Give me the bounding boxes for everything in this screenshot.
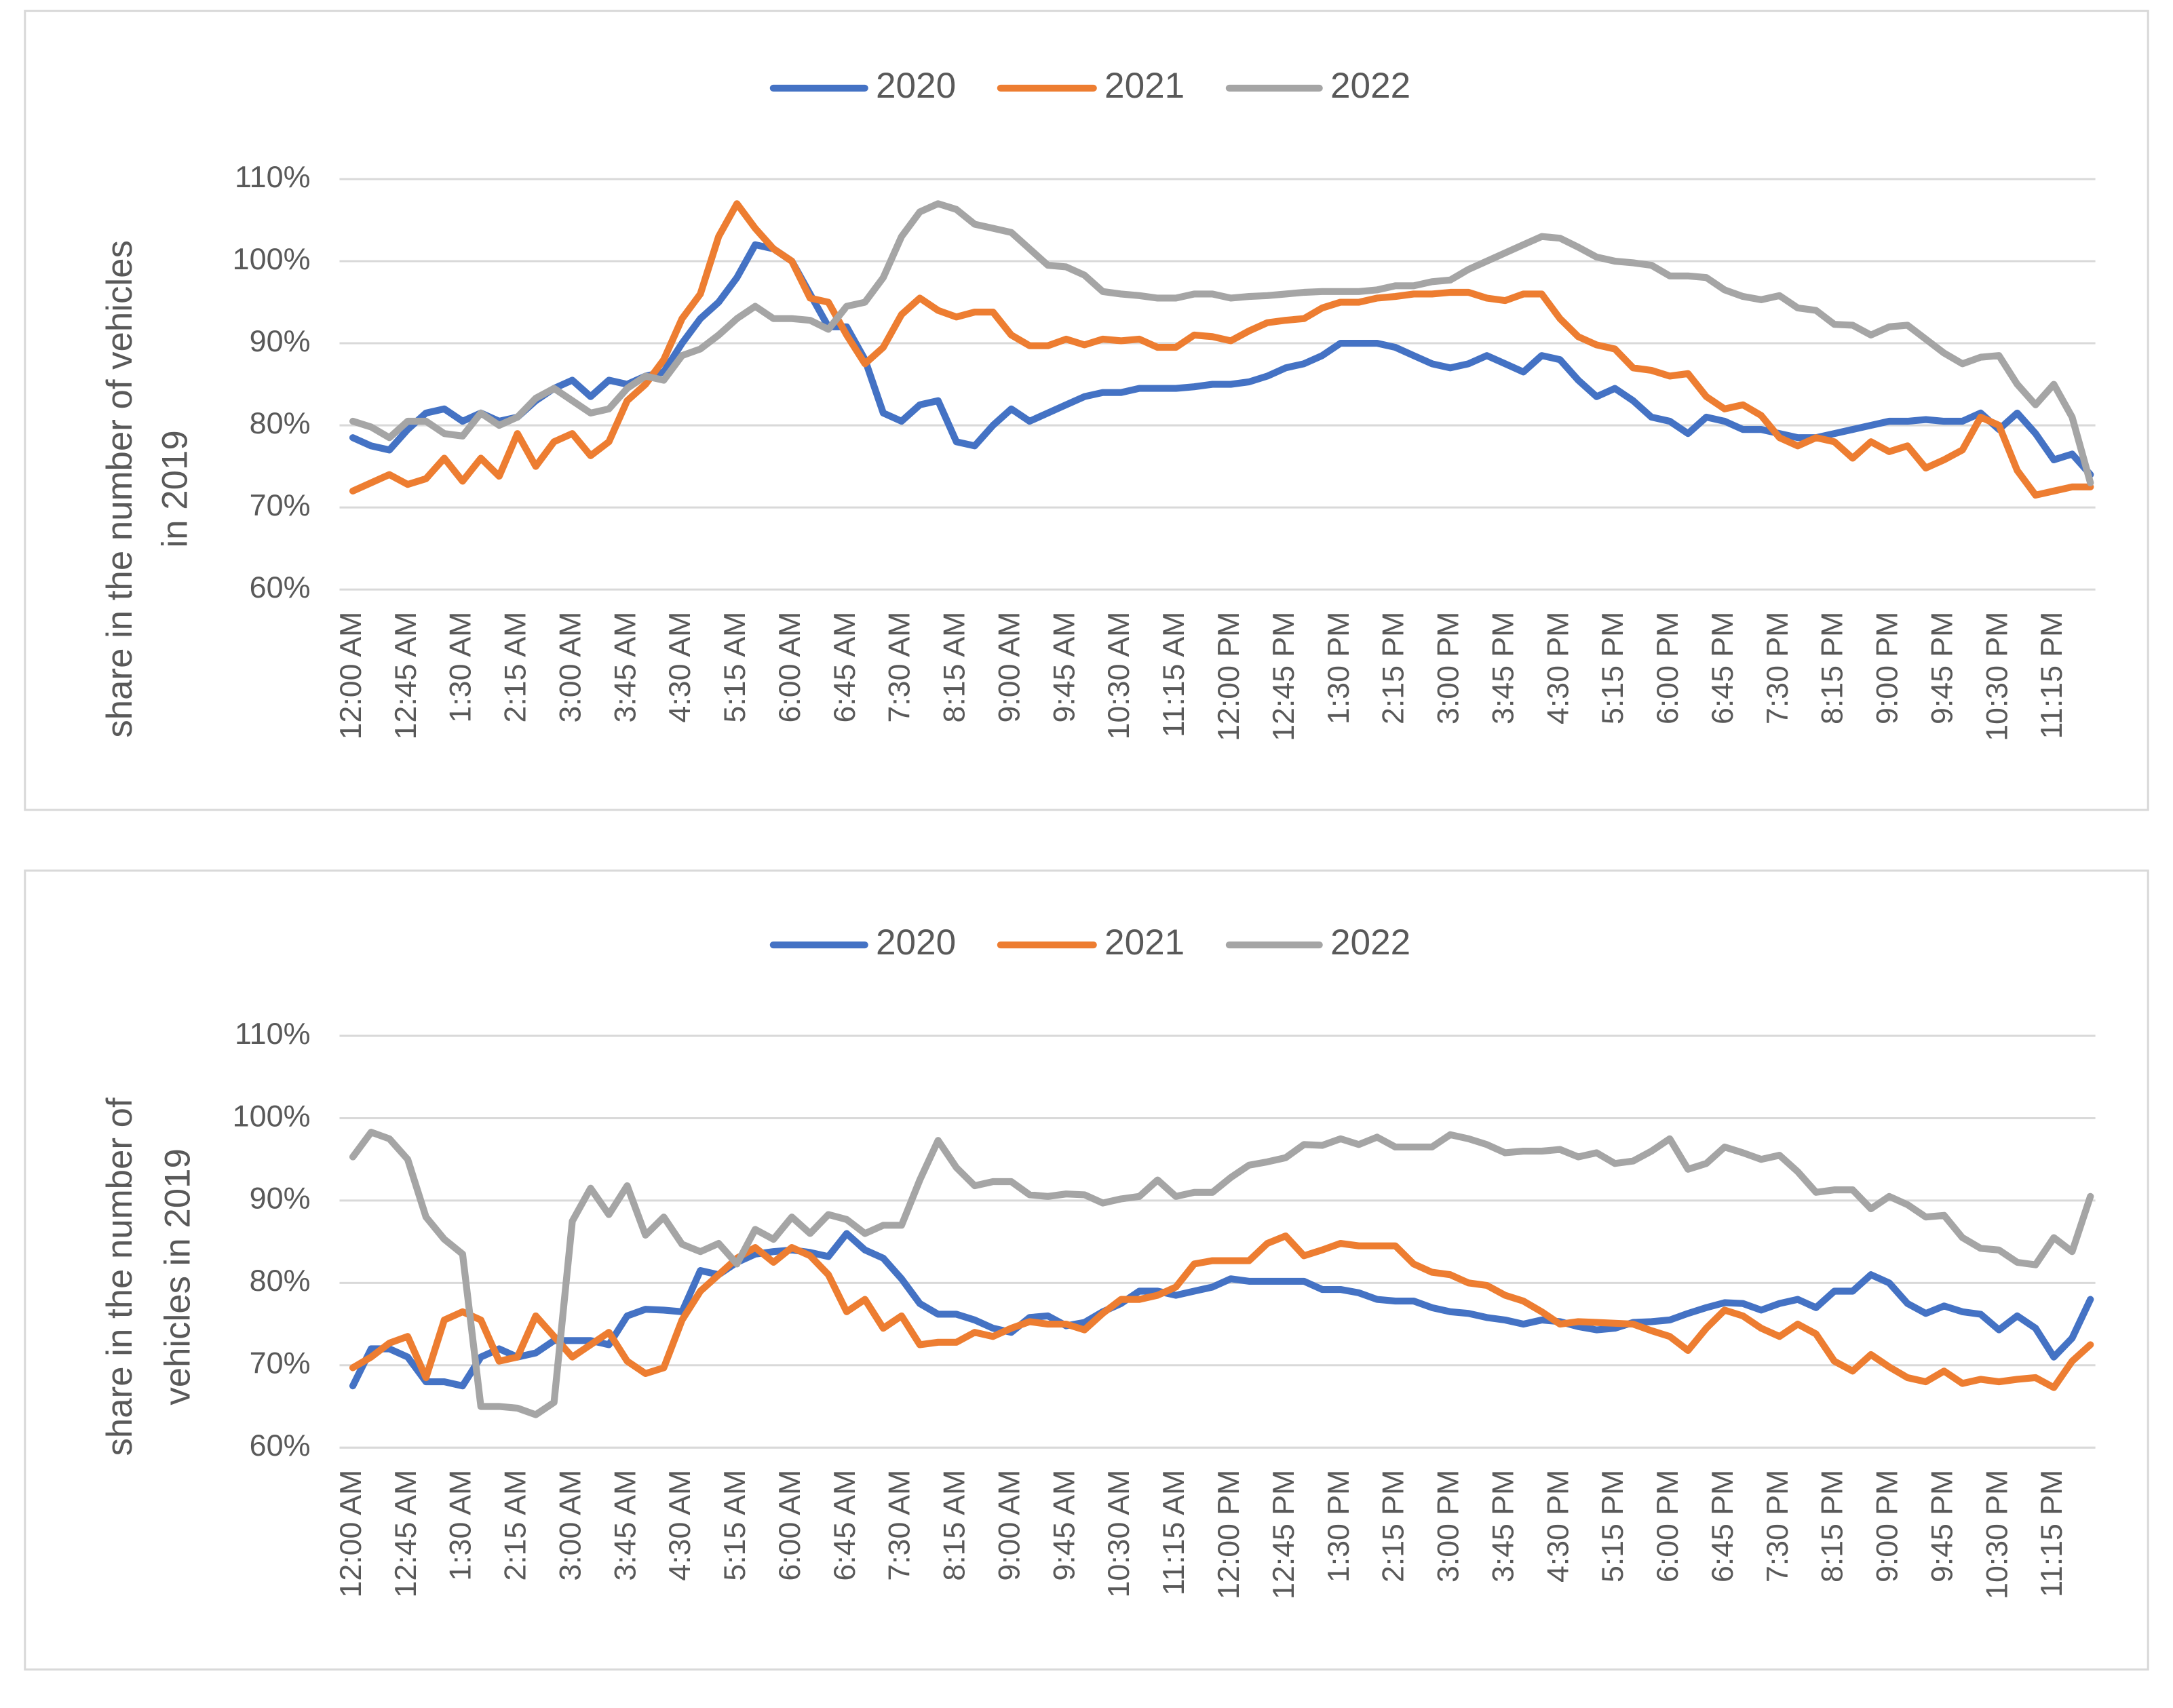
y-tick-label: 70%: [250, 1346, 311, 1380]
x-tick-label: 5:15 AM: [718, 1470, 752, 1581]
y-tick-label: 100%: [233, 1099, 311, 1133]
legend-label: 2022: [1330, 66, 1410, 106]
x-tick-label: 3:45 AM: [608, 612, 642, 723]
x-tick-label: 10:30 PM: [1980, 612, 2014, 741]
y-tick-label: 80%: [250, 406, 311, 440]
x-tick-label: 10:30 AM: [1102, 1470, 1136, 1598]
series-line: [349, 1129, 2094, 1418]
y-tick-label: 110%: [235, 1017, 311, 1051]
x-tick-label: 6:00 PM: [1651, 612, 1685, 724]
x-tick-label: 9:45 AM: [1047, 612, 1081, 723]
y-tick-label: 60%: [250, 570, 311, 604]
x-tick-label: 3:00 AM: [553, 1470, 587, 1581]
x-tick-label: 3:00 PM: [1431, 1470, 1465, 1583]
x-tick-label: 3:45 PM: [1486, 1470, 1520, 1583]
x-tick-label: 12:00 PM: [1212, 1470, 1246, 1599]
x-tick-label: 11:15 AM: [1157, 612, 1191, 737]
x-tick-label: 11:15 AM: [1157, 1470, 1191, 1595]
x-tick-label: 8:15 PM: [1815, 612, 1849, 724]
x-tick-label: 1:30 AM: [444, 612, 478, 723]
y-axis-title: vehicles in 2019: [157, 1148, 197, 1405]
x-tick-label: 9:45 AM: [1047, 1470, 1081, 1581]
x-tick-label: 5:15 PM: [1596, 612, 1630, 724]
series-line: [349, 1233, 2094, 1391]
y-axis-title: share in the number of: [100, 1098, 140, 1456]
y-axis-title: in 2019: [155, 430, 195, 547]
y-tick-label: 60%: [250, 1429, 311, 1462]
x-tick-label: 1:30 PM: [1322, 1470, 1355, 1583]
x-tick-label: 6:45 AM: [828, 1470, 862, 1581]
y-tick-label: 100%: [233, 242, 311, 276]
x-tick-label: 12:45 AM: [389, 1470, 423, 1598]
series-line: [349, 200, 2094, 499]
y-tick-label: 90%: [250, 324, 311, 358]
x-tick-label: 9:00 PM: [1870, 612, 1904, 724]
x-tick-label: 2:15 PM: [1377, 1470, 1410, 1583]
x-tick-label: 12:45 PM: [1267, 612, 1301, 741]
x-tick-label: 12:45 AM: [389, 612, 423, 740]
x-tick-label: 7:30 AM: [883, 1470, 917, 1581]
x-tick-label: 6:45 PM: [1706, 612, 1739, 724]
x-tick-label: 5:15 PM: [1596, 1470, 1630, 1583]
series-line: [349, 1230, 2094, 1390]
x-tick-label: 11:15 PM: [2035, 612, 2069, 739]
x-tick-label: 6:00 AM: [773, 612, 807, 723]
chart-frame: [24, 869, 2149, 1671]
x-tick-label: 10:30 AM: [1102, 612, 1136, 740]
x-tick-label: 10:30 PM: [1980, 1470, 2014, 1599]
x-tick-label: 12:00 AM: [334, 612, 368, 740]
y-tick-label: 110%: [235, 160, 311, 194]
legend-label: 2020: [876, 923, 956, 963]
x-tick-label: 2:15 AM: [498, 1470, 532, 1581]
x-tick-label: 3:00 AM: [553, 612, 587, 723]
x-tick-label: 5:15 AM: [718, 612, 752, 723]
x-tick-label: 6:45 PM: [1706, 1470, 1739, 1583]
x-tick-label: 11:15 PM: [2035, 1470, 2069, 1597]
x-tick-label: 3:00 PM: [1431, 612, 1465, 724]
chart-frame: [24, 9, 2149, 811]
x-tick-label: 9:00 AM: [992, 1470, 1026, 1581]
series-line: [349, 200, 2094, 486]
x-tick-label: 8:15 AM: [937, 612, 971, 723]
legend-label: 2022: [1330, 923, 1410, 963]
legend-label: 2021: [1104, 66, 1185, 106]
y-tick-label: 90%: [250, 1182, 311, 1216]
x-tick-label: 7:30 PM: [1761, 612, 1794, 724]
x-tick-label: 4:30 AM: [663, 612, 697, 723]
y-tick-label: 70%: [250, 488, 311, 522]
x-tick-label: 12:00 PM: [1212, 612, 1246, 741]
y-axis-title: share in the number of vehicles: [100, 240, 140, 737]
x-tick-label: 6:45 AM: [828, 612, 862, 723]
x-tick-label: 2:15 PM: [1377, 612, 1410, 724]
x-tick-label: 8:15 AM: [937, 1470, 971, 1581]
x-tick-label: 4:30 AM: [663, 1470, 697, 1581]
x-tick-label: 3:45 PM: [1486, 612, 1520, 724]
x-tick-label: 7:30 AM: [883, 612, 917, 723]
x-tick-label: 4:30 PM: [1541, 612, 1575, 724]
x-tick-label: 3:45 AM: [608, 1470, 642, 1581]
x-tick-label: 2:15 AM: [498, 612, 532, 723]
x-tick-label: 8:15 PM: [1815, 1470, 1849, 1583]
x-tick-label: 9:00 PM: [1870, 1470, 1904, 1583]
x-tick-label: 9:45 PM: [1925, 612, 1959, 724]
x-tick-label: 1:30 AM: [444, 1470, 478, 1581]
x-tick-label: 12:00 AM: [334, 1470, 368, 1598]
x-tick-label: 12:45 PM: [1267, 1470, 1301, 1599]
x-tick-label: 6:00 PM: [1651, 1470, 1685, 1583]
legend-label: 2021: [1104, 923, 1185, 963]
x-tick-label: 6:00 AM: [773, 1470, 807, 1581]
x-tick-label: 9:45 PM: [1925, 1470, 1959, 1583]
x-tick-label: 7:30 PM: [1761, 1470, 1794, 1583]
x-tick-label: 9:00 AM: [992, 612, 1026, 723]
x-tick-label: 1:30 PM: [1322, 612, 1355, 724]
legend-label: 2020: [876, 66, 956, 106]
y-tick-label: 80%: [250, 1264, 311, 1298]
x-tick-label: 4:30 PM: [1541, 1470, 1575, 1583]
